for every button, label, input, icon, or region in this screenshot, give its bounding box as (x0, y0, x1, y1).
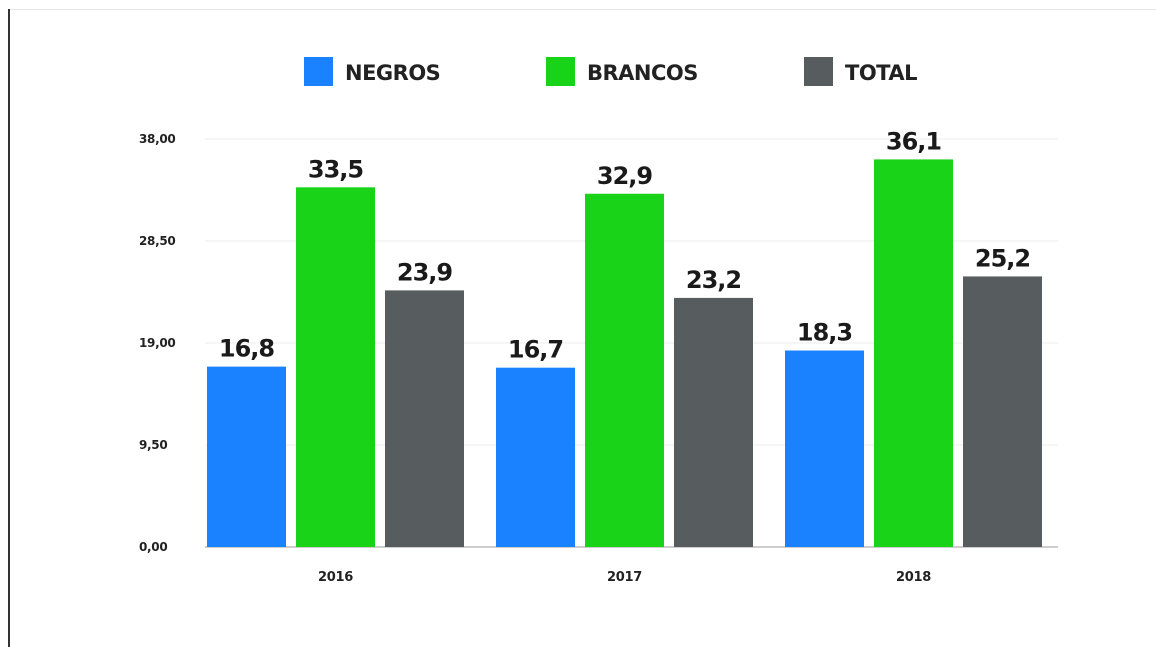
legend-swatch (804, 57, 833, 86)
legend-label: BRANCOS (587, 61, 698, 85)
x-tick-label: 2017 (607, 570, 642, 585)
bar-total-2017 (674, 297, 753, 547)
bar-brancos-2018 (874, 159, 953, 547)
bar-total-2016 (385, 290, 464, 547)
y-tick-label: 38,00 (139, 132, 175, 146)
data-label: 18,3 (797, 319, 852, 347)
x-axis-categories: 2016 2017 2018 (318, 570, 932, 585)
x-tick-label: 2016 (318, 570, 353, 585)
y-tick-label: 19,00 (139, 336, 175, 350)
bar-total-2018 (963, 276, 1042, 547)
y-tick-label: 9,50 (139, 438, 167, 452)
legend-item-negros: NEGROS (304, 57, 441, 86)
frame-top-border (8, 9, 1156, 10)
legend-swatch (546, 57, 575, 86)
bars (207, 159, 1042, 548)
bar-negros-2016 (207, 366, 286, 547)
data-label: 16,8 (219, 335, 275, 363)
data-label: 23,9 (397, 258, 453, 286)
data-label: 32,9 (597, 162, 653, 190)
bar-negros-2018 (785, 350, 864, 547)
data-label: 33,5 (308, 155, 364, 183)
bar-brancos-2017 (585, 193, 664, 548)
bar-negros-2017 (496, 367, 575, 547)
x-tick-label: 2018 (896, 570, 931, 585)
y-tick-label: 28,50 (139, 234, 175, 248)
y-axis-ticks: 0,00 9,50 19,00 28,50 38,00 (139, 132, 176, 554)
frame-left-border (8, 9, 10, 647)
data-label: 16,7 (508, 336, 563, 364)
bar-brancos-2016 (296, 187, 375, 547)
y-tick-label: 0,00 (139, 540, 167, 554)
data-label: 36,1 (886, 127, 942, 155)
data-label: 23,2 (686, 266, 741, 294)
data-label: 25,2 (975, 244, 1030, 272)
legend-label: TOTAL (845, 61, 917, 85)
legend-item-brancos: BRANCOS (546, 57, 698, 86)
data-labels: 16,8 33,5 23,9 16,7 32,9 23,2 18,3 36,1 25,2 (219, 127, 1031, 364)
legend-swatch (304, 57, 333, 86)
legend: NEGROS BRANCOS TOTAL (304, 57, 918, 86)
legend-label: NEGROS (345, 61, 440, 85)
legend-item-total: TOTAL (804, 57, 918, 86)
